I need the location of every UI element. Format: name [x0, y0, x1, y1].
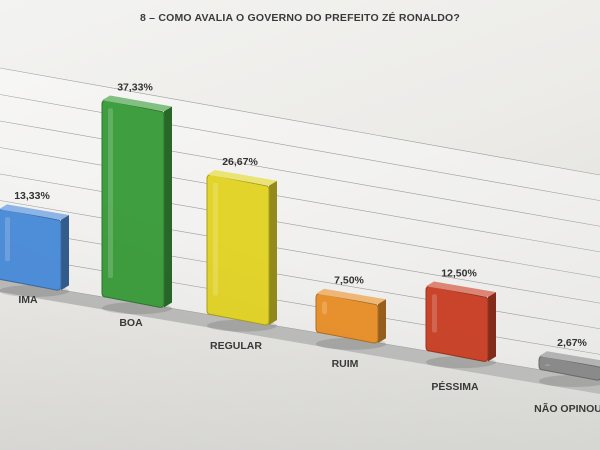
data-label: 37,33% [117, 81, 153, 93]
bar-top [207, 169, 277, 186]
bar-highlight [5, 217, 10, 262]
gridline [0, 173, 600, 278]
category-label: RUIM [332, 358, 359, 370]
bar-highlight [545, 364, 550, 367]
bar-side [269, 180, 277, 325]
bar-side [378, 299, 386, 343]
bar-side [61, 214, 69, 291]
category-label: REGULAR [210, 340, 262, 352]
category-label: PÉSSIMA [431, 380, 479, 393]
bar-highlight [432, 294, 437, 333]
gridline [0, 226, 600, 330]
gridline [0, 147, 600, 253]
bar-top [0, 204, 69, 220]
bar-side [488, 292, 496, 362]
chart-floor [0, 280, 600, 394]
gridline [0, 67, 600, 176]
gridline [0, 200, 600, 304]
data-label: 12,50% [441, 267, 477, 279]
bar-highlight [213, 182, 218, 296]
bar [425, 285, 489, 362]
bar-highlight [322, 301, 327, 315]
bar [538, 355, 600, 381]
data-label: 2,67% [557, 337, 587, 349]
gridline [0, 120, 600, 227]
chart-title: 8 – COMO AVALIA O GOVERNO DO PREFEITO ZÉ… [140, 12, 460, 24]
bar [315, 293, 379, 344]
bar [0, 208, 62, 291]
gridline [0, 253, 600, 355]
bar-top [102, 95, 172, 112]
data-label: 13,33% [14, 190, 50, 202]
category-label: BOA [119, 317, 143, 329]
bar-top [316, 288, 386, 305]
bar-top [539, 351, 600, 367]
bar-highlight [108, 108, 113, 278]
bar [101, 99, 165, 308]
category-label: NÃO OPINOU [534, 402, 600, 415]
bar-top [426, 281, 496, 297]
data-label: 7,50% [334, 275, 364, 287]
gridline [0, 94, 600, 201]
bar [206, 174, 270, 326]
category-label: IMA [18, 294, 38, 306]
bar-side [164, 106, 172, 308]
data-label: 26,67% [222, 156, 258, 168]
